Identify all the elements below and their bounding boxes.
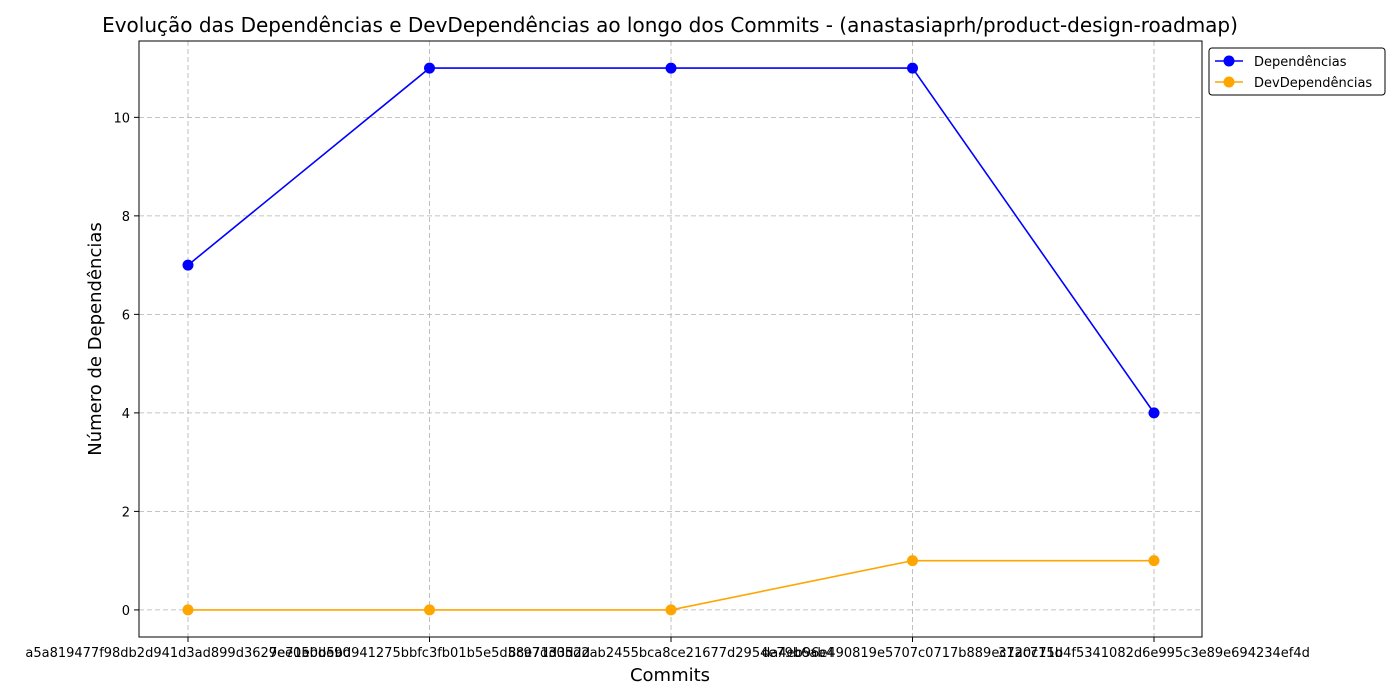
grid	[139, 41, 1202, 637]
y-tick-label: 0	[122, 604, 130, 619]
devdependencias-point	[424, 604, 435, 616]
legend-label-devdependencias: DevDependências	[1254, 76, 1372, 91]
devdependencias-point	[1148, 555, 1160, 567]
plot-frame	[138, 40, 1203, 638]
x-tick-label: 3120c71b4f5341082d6e995c3e89e694234ef4d	[998, 646, 1310, 661]
devdependencias-point	[665, 604, 677, 616]
y-tick-label: 6	[122, 308, 130, 323]
x-axis-label: Commits	[630, 665, 710, 686]
ticks: a5a819477f98db2d941d3ad899d3629ee05bde90…	[25, 111, 1310, 661]
legend-label-dependencias: Dependências	[1254, 55, 1347, 70]
series-layer	[182, 62, 1160, 616]
dependencias-point	[665, 62, 677, 74]
dependencias-point	[182, 259, 194, 271]
dependencias-point	[424, 62, 435, 74]
y-tick-label: 4	[122, 407, 130, 422]
devdependencias-point	[182, 604, 194, 616]
legend-box	[1208, 47, 1386, 96]
y-tick-label: 8	[122, 210, 130, 225]
legend: Dependências DevDependências	[1208, 47, 1386, 96]
chart-title: Evolução das Dependências e DevDependênc…	[102, 13, 1238, 37]
x-tick-label: 8c97d305d2ab2455bca8ce21677d2954e79b6ab4	[508, 646, 834, 661]
x-tick-label: da4eb96e490819e5707c0717b889ec7ac715d	[762, 646, 1063, 661]
y-tick-label: 10	[113, 111, 130, 126]
y-tick-label: 2	[122, 505, 130, 520]
legend-marker-devdependencias	[1223, 76, 1235, 88]
legend-marker-dependencias	[1223, 55, 1235, 67]
dependencias-point	[907, 62, 918, 74]
devdependencias-point	[907, 555, 918, 567]
x-tick-label: a5a819477f98db2d941d3ad899d3629ee05bde90	[25, 646, 350, 661]
x-tick-label: 7e71e0b5bd941275bbfc3fb01b5e5d58e71d3d2d	[269, 646, 590, 661]
y-axis-label: Número de Dependências	[85, 222, 106, 456]
dependencias-point	[1148, 407, 1160, 419]
